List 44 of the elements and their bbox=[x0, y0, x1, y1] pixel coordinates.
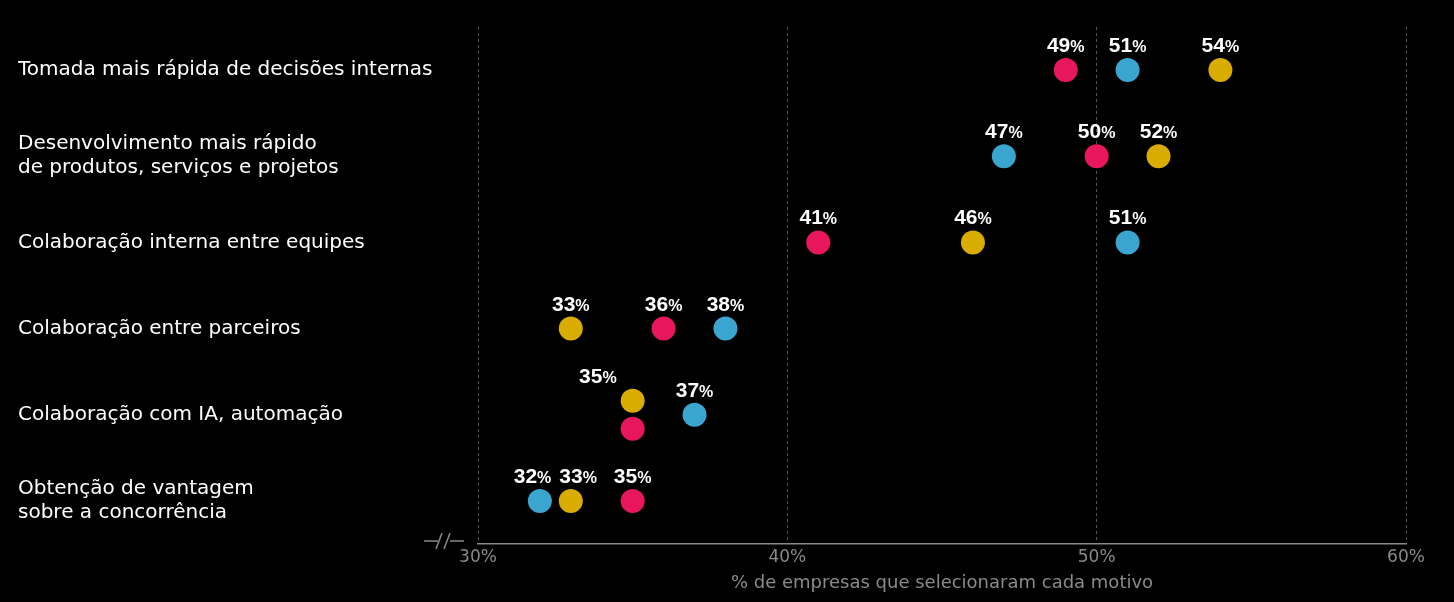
data-label: 41% bbox=[799, 205, 838, 229]
x-tick-label: 30% bbox=[459, 545, 497, 566]
data-label: 46% bbox=[954, 205, 992, 229]
point bbox=[682, 402, 707, 427]
data-label: 47% bbox=[985, 119, 1023, 143]
data-label: 35% bbox=[579, 363, 617, 387]
data-label: 54% bbox=[1201, 33, 1240, 57]
data-label: 51% bbox=[1108, 205, 1147, 229]
point bbox=[620, 488, 645, 513]
point bbox=[527, 488, 552, 513]
data-label: 35% bbox=[613, 463, 652, 487]
point bbox=[1115, 58, 1140, 83]
data-label: 33% bbox=[552, 291, 590, 315]
x-axis-title: % de empresas que selecionaram cada motivo bbox=[730, 570, 1154, 592]
point bbox=[991, 144, 1016, 169]
x-tick-label: 50% bbox=[1077, 545, 1116, 566]
point bbox=[806, 230, 831, 255]
x-tick-label: 60% bbox=[1387, 545, 1425, 566]
y-tick-label: Obtenção de vantagem sobre a concorrência bbox=[18, 475, 254, 524]
data-label: 51% bbox=[1108, 33, 1147, 57]
point bbox=[713, 316, 738, 341]
point bbox=[558, 488, 583, 513]
point bbox=[1146, 144, 1171, 169]
y-tick-label: Colaboração com IA, automação bbox=[18, 400, 343, 425]
point bbox=[558, 316, 583, 341]
y-tick-label: Desenvolvimento mais rápido de produtos, serviços e projetos bbox=[18, 130, 339, 179]
point bbox=[1053, 58, 1078, 83]
y-tick-label: Colaboração entre parceiros bbox=[18, 314, 301, 339]
data-label: 33% bbox=[559, 463, 597, 487]
y-tick-label: Tomada mais rápida de decisões internas bbox=[17, 56, 433, 81]
point bbox=[1084, 144, 1109, 169]
y-tick-label: Colaboração interna entre equipes bbox=[18, 228, 365, 253]
data-label: 49% bbox=[1046, 33, 1085, 57]
data-label: 37% bbox=[675, 377, 714, 401]
point bbox=[960, 230, 985, 255]
point bbox=[1115, 230, 1140, 255]
data-label: 50% bbox=[1077, 119, 1116, 143]
data-label: 32% bbox=[513, 463, 552, 487]
data-label: 52% bbox=[1139, 119, 1178, 143]
x-tick-label: 40% bbox=[768, 545, 807, 566]
data-label: 36% bbox=[644, 291, 683, 315]
point bbox=[651, 316, 676, 341]
data-label: 38% bbox=[706, 291, 745, 315]
point bbox=[1208, 58, 1233, 83]
